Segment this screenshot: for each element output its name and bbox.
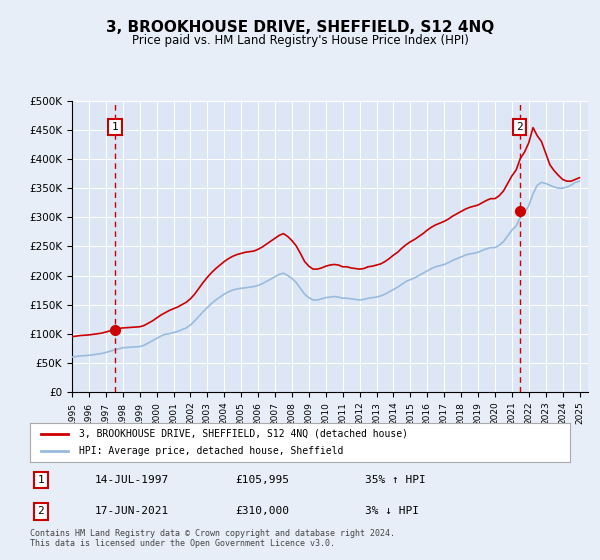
Text: Contains HM Land Registry data © Crown copyright and database right 2024.: Contains HM Land Registry data © Crown c… <box>30 529 395 538</box>
Text: 1: 1 <box>112 122 118 132</box>
Text: 3, BROOKHOUSE DRIVE, SHEFFIELD, S12 4NQ: 3, BROOKHOUSE DRIVE, SHEFFIELD, S12 4NQ <box>106 20 494 35</box>
Text: 3, BROOKHOUSE DRIVE, SHEFFIELD, S12 4NQ (detached house): 3, BROOKHOUSE DRIVE, SHEFFIELD, S12 4NQ … <box>79 429 407 439</box>
Text: 1: 1 <box>37 475 44 485</box>
Text: This data is licensed under the Open Government Licence v3.0.: This data is licensed under the Open Gov… <box>30 539 335 548</box>
Text: 2: 2 <box>516 122 523 132</box>
Text: 17-JUN-2021: 17-JUN-2021 <box>95 506 169 516</box>
Text: 3% ↓ HPI: 3% ↓ HPI <box>365 506 419 516</box>
Text: Price paid vs. HM Land Registry's House Price Index (HPI): Price paid vs. HM Land Registry's House … <box>131 34 469 46</box>
Text: £105,995: £105,995 <box>235 475 289 485</box>
Text: HPI: Average price, detached house, Sheffield: HPI: Average price, detached house, Shef… <box>79 446 343 456</box>
Text: 14-JUL-1997: 14-JUL-1997 <box>95 475 169 485</box>
Text: 35% ↑ HPI: 35% ↑ HPI <box>365 475 425 485</box>
Text: 2: 2 <box>37 506 44 516</box>
Text: £310,000: £310,000 <box>235 506 289 516</box>
